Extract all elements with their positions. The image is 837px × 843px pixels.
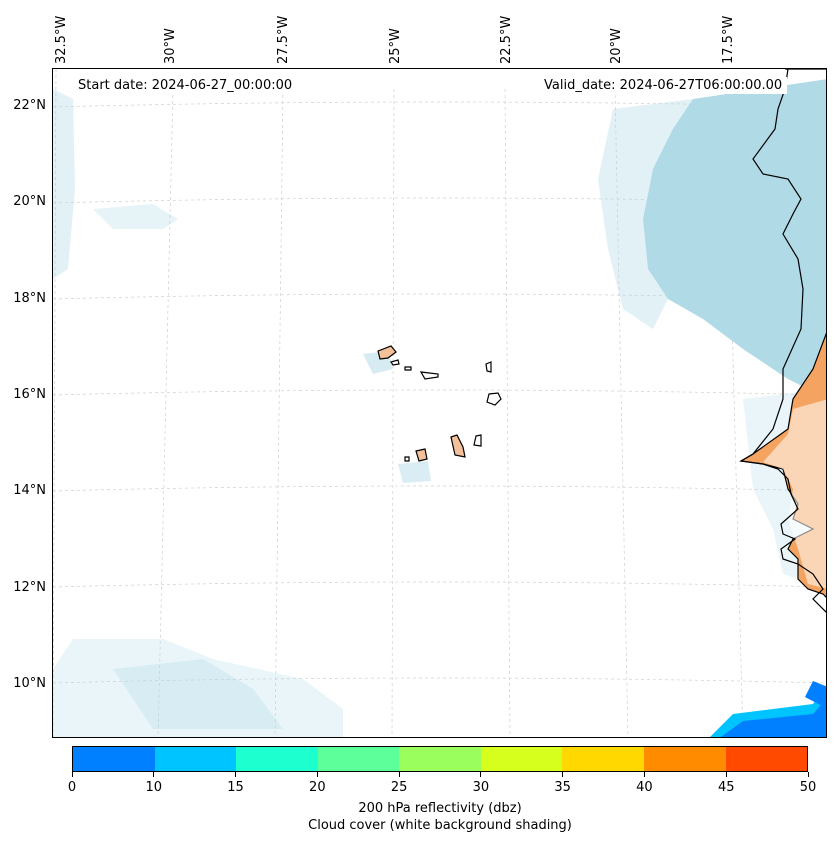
- colorbar-segment: [236, 747, 318, 771]
- colorbar-tick-label: 30: [472, 780, 490, 795]
- colorbar-label: 200 hPa reflectivity (dbz): [358, 801, 522, 816]
- valid-date-label: Valid_date: 2024-06-27T06:00:00.00: [539, 77, 788, 94]
- island: [419, 371, 439, 380]
- lat-label: 18°N: [13, 291, 46, 306]
- meridian-line: [157, 88, 174, 737]
- meridian-line: [53, 69, 57, 737]
- parallel-line: [53, 485, 826, 492]
- parallel-line: [53, 677, 826, 684]
- island: [450, 434, 466, 458]
- cloud-region-west: [53, 89, 75, 279]
- lat-label: 20°N: [13, 194, 46, 209]
- africa-sahel: [763, 399, 826, 589]
- colorbar-tick: [235, 772, 237, 777]
- parallel-line: [53, 581, 826, 588]
- reflectivity-patch: [805, 681, 826, 708]
- lon-label: 22.5°W: [499, 15, 514, 64]
- colorbar: [72, 746, 808, 772]
- lon-label: 25°W: [388, 28, 403, 64]
- cloud-region-west-2: [93, 204, 178, 229]
- lat-label: 22°N: [13, 98, 46, 113]
- island: [485, 361, 492, 373]
- lon-label: 27.5°W: [276, 15, 291, 64]
- cape-verde-islands: [377, 345, 502, 462]
- colorbar-segment: [643, 747, 726, 771]
- colorbar-tick: [807, 772, 809, 777]
- lon-label: 32.5°W: [54, 15, 69, 64]
- colorbar-segment: [317, 747, 400, 771]
- colorbar-segment: [73, 747, 155, 771]
- island: [473, 434, 482, 447]
- parallel-line: [53, 389, 826, 396]
- colorbar-tick: [316, 772, 318, 777]
- lon-label: 20°W: [609, 28, 624, 64]
- lat-label: 12°N: [13, 580, 46, 595]
- colorbar-segment: [725, 747, 808, 771]
- meridian-line: [614, 88, 629, 737]
- colorbar-tick-label: 35: [554, 780, 571, 795]
- meridian-line: [274, 88, 284, 737]
- map-panel[interactable]: Start date: 2024-06-27_00:00:00 Valid_da…: [52, 68, 827, 738]
- lon-label: 17.5°W: [721, 15, 736, 64]
- colorbar-tick: [71, 772, 73, 777]
- colorbar-tick: [480, 772, 482, 777]
- cloud-region-south-2: [113, 659, 283, 729]
- colorbar-tick-label: 25: [390, 780, 408, 795]
- colorbar-tick-label: 10: [145, 780, 163, 795]
- colorbar-sublabel: Cloud cover (white background shading): [308, 818, 572, 833]
- cloud-cover: [53, 79, 826, 737]
- meridian-line: [504, 88, 511, 737]
- island: [415, 448, 428, 462]
- colorbar-segment: [562, 747, 644, 771]
- colorbar-tick: [153, 772, 155, 777]
- land: [739, 69, 826, 613]
- colorbar-segment: [480, 747, 563, 771]
- meridian-line: [391, 88, 395, 737]
- colorbar-segment: [154, 747, 237, 771]
- start-date-label: Start date: 2024-06-27_00:00:00: [73, 77, 298, 94]
- cloud-region-coastal-faint: [598, 99, 693, 329]
- island: [404, 366, 412, 371]
- cloud-region-coastal: [643, 79, 826, 398]
- cloud-region-south: [53, 639, 343, 737]
- island: [404, 456, 410, 462]
- africa-coastline: [739, 69, 826, 613]
- lon-label: 30°W: [163, 28, 178, 64]
- lat-label: 14°N: [13, 483, 46, 498]
- colorbar-segment: [399, 747, 481, 771]
- colorbar-tick-label: 15: [227, 780, 244, 795]
- colorbar-tick-label: 20: [309, 780, 326, 795]
- island: [486, 392, 502, 406]
- colorbar-tick: [562, 772, 564, 777]
- lat-label: 10°N: [13, 676, 46, 691]
- reflectivity-patch: [720, 699, 826, 737]
- cloud-region-islands-2: [398, 461, 431, 483]
- lat-label: 16°N: [13, 387, 46, 402]
- colorbar-tick-label: 45: [717, 780, 735, 795]
- colorbar-tick: [398, 772, 400, 777]
- map-canvas: [53, 69, 826, 737]
- colorbar-tick: [643, 772, 645, 777]
- colorbar-tick-label: 50: [799, 780, 817, 795]
- colorbar-tick-label: 0: [67, 780, 77, 795]
- island: [390, 359, 400, 366]
- colorbar-tick-label: 40: [636, 780, 653, 795]
- reflectivity: [710, 681, 826, 737]
- island: [377, 345, 397, 360]
- colorbar-tick: [725, 772, 727, 777]
